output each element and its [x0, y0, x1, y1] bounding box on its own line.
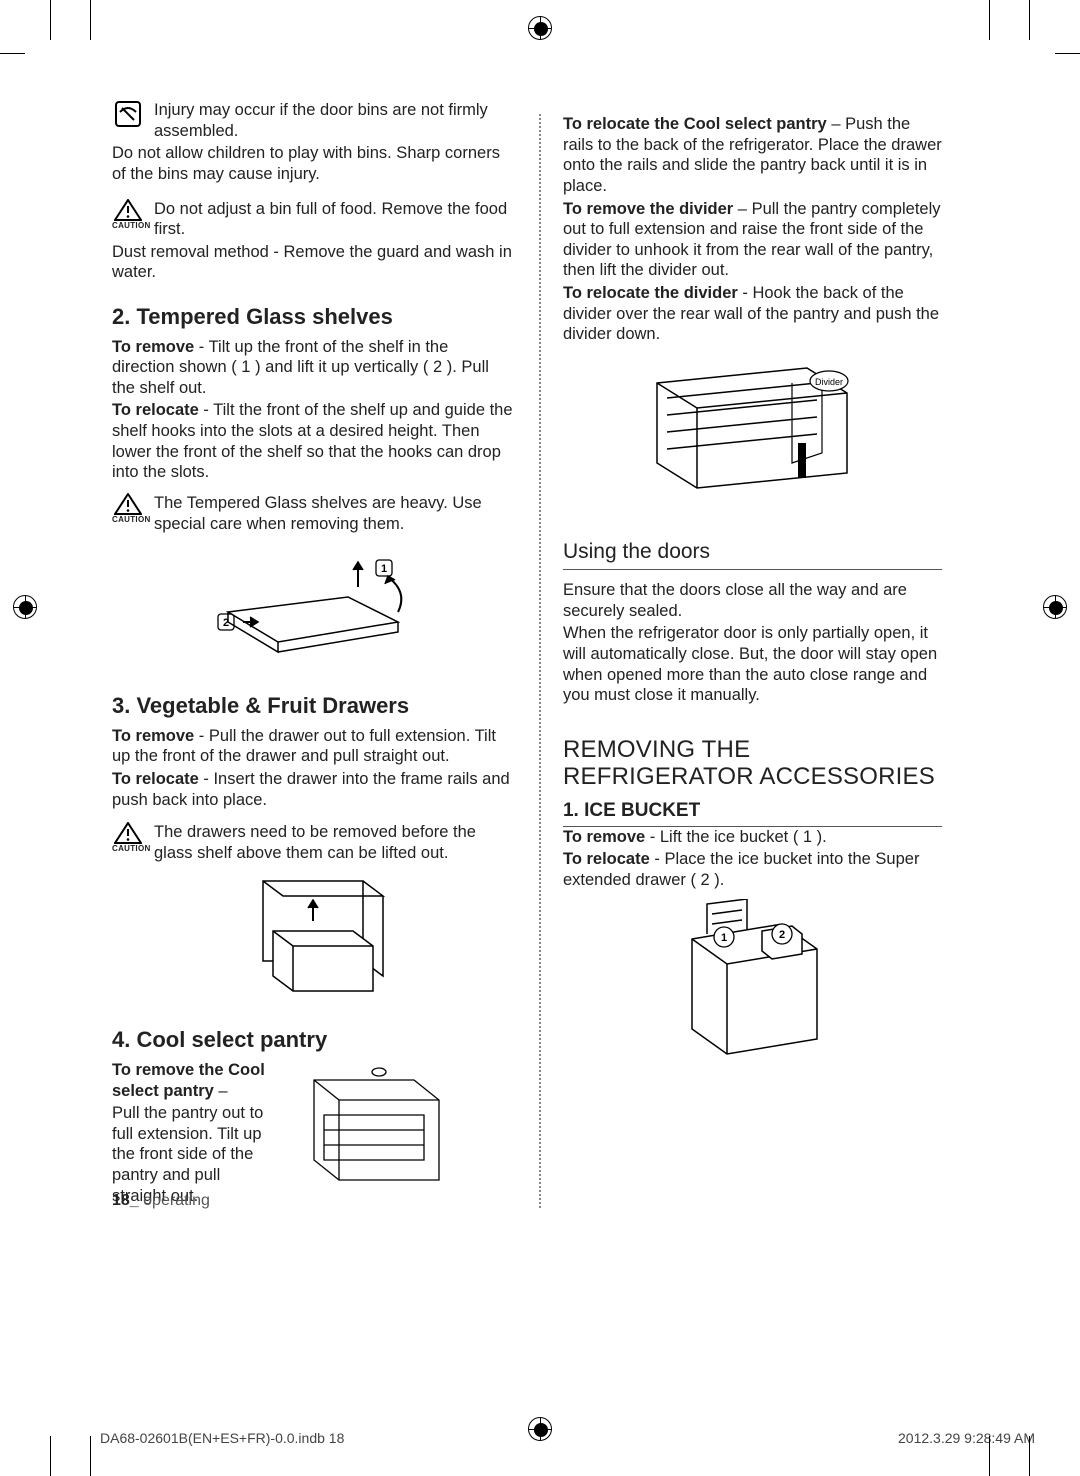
label-remove-pantry: To remove the Cool select pantry — [112, 1061, 265, 1100]
left-column: Injury may occur if the door bins are no… — [112, 100, 515, 1208]
body-text: Pull the pantry out to full extension. T… — [112, 1103, 272, 1206]
svg-text:1: 1 — [721, 932, 727, 944]
body-text: When the refrigerator door is only parti… — [563, 623, 942, 706]
heading-vegetable-drawers: 3. Vegetable & Fruit Drawers — [112, 692, 515, 720]
doc-reference: DA68-02601B(EN+ES+FR)-0.0.indb 18 — [100, 1430, 344, 1446]
warning-text: Injury may occur if the door bins are no… — [154, 100, 515, 141]
right-column: To relocate the Cool select pantry – Pus… — [539, 114, 942, 1208]
label-relocate: To relocate — [563, 850, 650, 868]
crop-mark — [50, 1436, 51, 1476]
print-timestamp: 2012.3.29 9:28:49 AM — [898, 1430, 1035, 1446]
label-relocate-pantry: To relocate the Cool select pantry — [563, 115, 827, 133]
body-text: To remove - Lift the ice bucket ( 1 ). — [563, 827, 942, 848]
registration-mark-icon — [528, 16, 552, 40]
caution-triangle-icon: CAUTION — [112, 199, 144, 227]
warning-square-icon — [112, 100, 144, 128]
caution-label: CAUTION — [112, 221, 144, 231]
label-relocate: To relocate — [112, 401, 199, 419]
body-text: To relocate the Cool select pantry – Pus… — [563, 114, 942, 197]
caution-text: The Tempered Glass shelves are heavy. Us… — [154, 493, 515, 534]
registration-mark-icon — [1043, 595, 1067, 619]
body-text: To relocate - Tilt the front of the shel… — [112, 400, 515, 483]
page-number: 18_ — [112, 1192, 139, 1209]
page-content: Injury may occur if the door bins are no… — [112, 100, 942, 1210]
divider-callout: Divider — [815, 377, 843, 387]
caution-triangle-icon: CAUTION — [112, 822, 144, 850]
label-remove: To remove — [112, 338, 194, 356]
body-text: To relocate - Insert the drawer into the… — [112, 769, 515, 810]
body-text: To relocate - Place the ice bucket into … — [563, 849, 942, 890]
caution-label: CAUTION — [112, 515, 144, 525]
heading-ice-bucket: 1. ICE BUCKET — [563, 799, 942, 827]
crop-mark — [989, 1436, 990, 1476]
crop-mark — [1029, 1436, 1030, 1476]
page-footer: 18_ operating — [112, 1192, 210, 1210]
label-remove: To remove — [112, 727, 194, 745]
heading-tempered-glass: 2. Tempered Glass shelves — [112, 303, 515, 331]
heading-using-doors: Using the doors — [563, 539, 942, 570]
heading-cool-select-pantry: 4. Cool select pantry — [112, 1026, 515, 1054]
pantry-tray-diagram: Divider — [637, 353, 867, 503]
crop-mark — [0, 53, 25, 54]
body-text: To relocate the divider - Hook the back … — [563, 283, 942, 345]
crop-mark — [1029, 0, 1030, 40]
crop-mark — [1055, 53, 1080, 54]
body-text: To remove - Pull the drawer out to full … — [112, 726, 515, 767]
body-text: To remove the Cool select pantry – — [112, 1060, 272, 1101]
pantry-diagram — [284, 1060, 454, 1190]
body-text: - Lift the ice bucket ( 1 ). — [645, 828, 827, 846]
section-label: operating — [139, 1192, 210, 1209]
label-relocate: To relocate — [112, 770, 199, 788]
svg-text:2: 2 — [779, 929, 785, 941]
crop-mark — [90, 0, 91, 40]
body-text: To remove the divider – Pull the pantry … — [563, 199, 942, 282]
body-text: Do not allow children to play with bins.… — [112, 143, 515, 184]
print-footer: DA68-02601B(EN+ES+FR)-0.0.indb 18 2012.3… — [100, 1430, 1035, 1446]
caution-triangle-icon: CAUTION — [112, 493, 144, 521]
crop-mark — [90, 1436, 91, 1476]
label-relocate-divider: To relocate the divider — [563, 284, 738, 302]
heading-removing-accessories: REMOVING THE REFRIGERATOR ACCESSORIES — [563, 736, 942, 791]
label-remove: To remove — [563, 828, 645, 846]
crop-mark — [989, 0, 990, 40]
caution-text: The drawers need to be removed before th… — [154, 822, 515, 863]
svg-text:2: 2 — [223, 617, 229, 629]
body-text: Ensure that the doors close all the way … — [563, 580, 942, 621]
drawer-diagram — [213, 871, 413, 1006]
svg-text:1: 1 — [381, 563, 387, 575]
ice-bucket-diagram: 1 2 — [652, 899, 852, 1069]
body-text: To remove - Tilt up the front of the she… — [112, 337, 515, 399]
body-text: Dust removal method - Remove the guard a… — [112, 242, 515, 283]
caution-label: CAUTION — [112, 844, 144, 854]
label-remove-divider: To remove the divider — [563, 200, 733, 218]
shelf-diagram: 1 2 — [198, 542, 428, 672]
registration-mark-icon — [13, 595, 37, 619]
crop-mark — [50, 0, 51, 40]
caution-text: Do not adjust a bin full of food. Remove… — [154, 199, 515, 240]
